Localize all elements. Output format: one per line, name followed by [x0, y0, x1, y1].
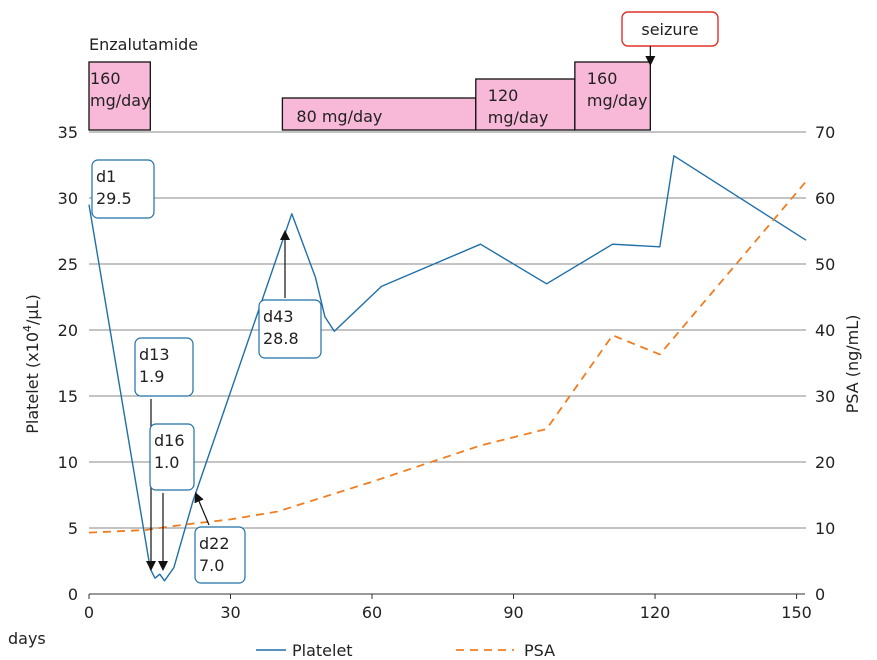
y-right-tick-label: 30: [815, 387, 835, 406]
dose-bar: [281, 97, 477, 131]
dose-label: 80 mg/day: [296, 107, 382, 126]
treatment-label: Enzalutamide: [89, 35, 198, 54]
y-left-tick-label: 10: [58, 453, 78, 472]
y-left-axis-title: Platelet (x104/μL): [21, 294, 42, 433]
dose-label: mg/day: [90, 91, 151, 110]
y-right-tick-label: 20: [815, 453, 835, 472]
y-left-title-sup: 4: [21, 325, 34, 332]
annotation-day: d22: [199, 534, 230, 553]
dose-label: 160: [587, 69, 618, 88]
x-tick-label: 30: [220, 603, 240, 622]
x-tick-label: 120: [640, 603, 671, 622]
legend-platelet-label: Platelet: [292, 641, 353, 660]
annotation-box: [149, 423, 195, 491]
dose-bar: [574, 61, 651, 131]
series-lines: [88, 155, 807, 582]
annotation-value: 1.9: [139, 367, 164, 386]
dose-label: 120: [488, 86, 519, 105]
legend: Platelet PSA: [256, 641, 555, 660]
y-right-tick-label: 40: [815, 321, 835, 340]
y-right-tick-label: 60: [815, 189, 835, 208]
y-right-tick-label: 0: [815, 585, 825, 604]
x-axis-title: days: [8, 629, 46, 648]
x-tick-label: 0: [84, 603, 94, 622]
y-left-tick-label: 15: [58, 387, 78, 406]
y-left-tick-label: 5: [68, 519, 78, 538]
x-tick-label: 60: [362, 603, 382, 622]
annotation-box: [134, 337, 194, 397]
treatment-bars: Enzalutamide 160 mg/day 80 mg/day 120 mg/day…: [88, 35, 651, 131]
annotation-box: [194, 526, 246, 584]
annotation-value: 28.8: [263, 329, 299, 348]
annotation-day: d13: [139, 345, 170, 364]
y-left-title-main: Platelet (x10: [23, 332, 42, 434]
y-left-tick-label: 25: [58, 255, 78, 274]
y-right-tick-label: 50: [815, 255, 835, 274]
dose-bar: [475, 78, 576, 131]
event-marker: seizure: [621, 11, 719, 66]
y-left-tick-label: 30: [58, 189, 78, 208]
dose-label: 160: [90, 69, 121, 88]
y-left-tick-label: 20: [58, 321, 78, 340]
event-box: [621, 11, 719, 47]
y-left-tick-label: 0: [68, 585, 78, 604]
gridlines: [89, 131, 806, 529]
axes: days Platelet (x104/μL) PSA (ng/mL) 0 5 10…: [8, 123, 862, 648]
dose-label: mg/day: [488, 108, 549, 127]
x-tick-label: 150: [781, 603, 812, 622]
annotation-day: d16: [154, 431, 185, 450]
series-line-platelet: [88, 155, 807, 582]
y-left-title-suffix: /μL): [23, 294, 42, 325]
annotation-day: d1: [96, 167, 116, 186]
event-label: seizure: [641, 20, 698, 39]
series-line-psa: [88, 180, 807, 534]
annotation-value: 7.0: [199, 556, 224, 575]
annotation-value: 29.5: [96, 189, 132, 208]
y-left-tick-label: 35: [58, 123, 78, 142]
annotation-day: d43: [263, 307, 294, 326]
legend-psa-label: PSA: [524, 641, 555, 660]
dose-bar: [88, 61, 151, 131]
annotation-value: 1.0: [154, 453, 179, 472]
annotation-arrow: [194, 492, 210, 526]
y-right-tick-label: 10: [815, 519, 835, 538]
y-right-tick-label: 70: [815, 123, 835, 142]
annotation-box: [91, 159, 155, 219]
annotation-box: [258, 299, 322, 359]
dose-label: mg/day: [587, 91, 648, 110]
y-right-axis-title: PSA (ng/mL): [843, 315, 862, 414]
x-tick-label: 90: [503, 603, 523, 622]
data-annotations: d1 29.5 d13 1.9 d16 1.0 d22 7.0 d43 28.8: [91, 159, 322, 584]
